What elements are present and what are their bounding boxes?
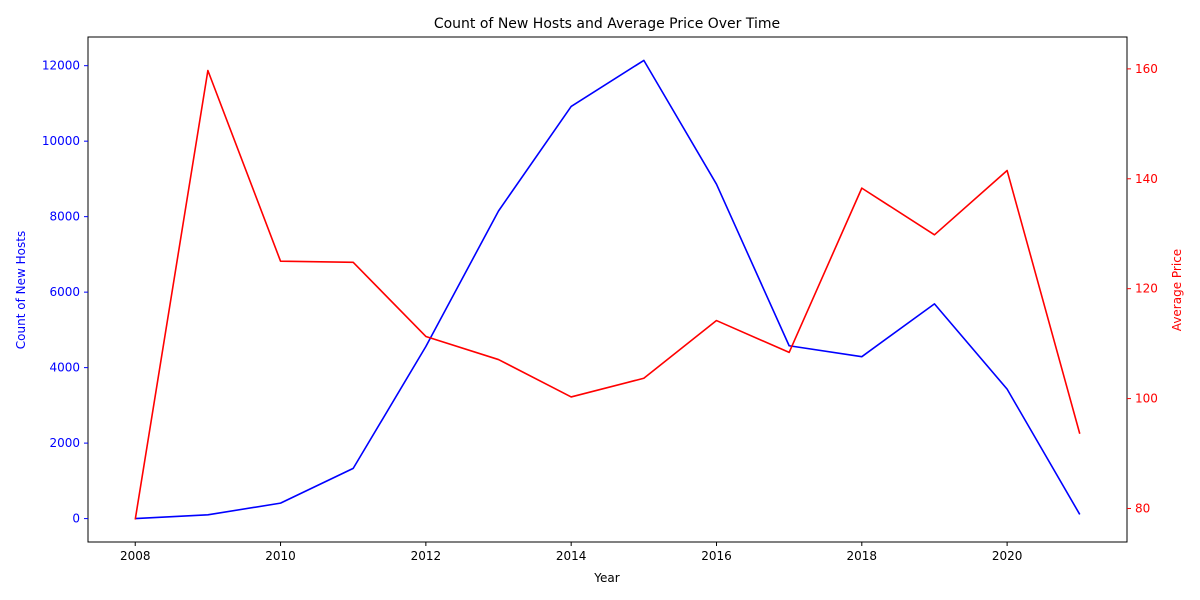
x-tick-label: 2012: [411, 549, 442, 563]
x-tick-label: 2008: [120, 549, 151, 563]
y-right-tick-label: 120: [1135, 282, 1158, 296]
x-tick-label: 2010: [265, 549, 296, 563]
x-tick-label: 2020: [992, 549, 1023, 563]
x-axis-title: Year: [593, 571, 619, 585]
chart-title: Count of New Hosts and Average Price Ove…: [434, 16, 780, 32]
y-left-tick-label: 8000: [49, 210, 80, 224]
y-right-tick-label: 140: [1135, 172, 1158, 186]
x-tick-label: 2014: [556, 549, 587, 563]
y-right-tick-label: 80: [1135, 501, 1150, 515]
y-right-tick-label: 100: [1135, 392, 1158, 406]
x-tick-label: 2018: [847, 549, 878, 563]
y-left-tick-label: 6000: [49, 285, 80, 299]
plot-frame: [87, 36, 1128, 543]
series-line-average-price: [134, 69, 1081, 520]
y-left-tick-label: 4000: [49, 361, 80, 375]
y-right-tick-label: 160: [1135, 62, 1158, 76]
y-left-tick-label: 10000: [42, 134, 80, 148]
y-left-tick-label: 12000: [42, 59, 80, 73]
y-left-tick-label: 2000: [49, 436, 80, 450]
y-axis-left-title: Count of New Hosts: [14, 231, 28, 349]
series-line-new-hosts: [135, 59, 1081, 520]
y-axis-right-title: Average Price: [1170, 249, 1184, 331]
y-left-tick-label: 0: [72, 512, 80, 526]
plot-area: 2008 2010 2012 2014 2016 2018 2020 0 2000 4000 600…: [42, 36, 1158, 563]
x-tick-label: 2016: [701, 549, 732, 563]
